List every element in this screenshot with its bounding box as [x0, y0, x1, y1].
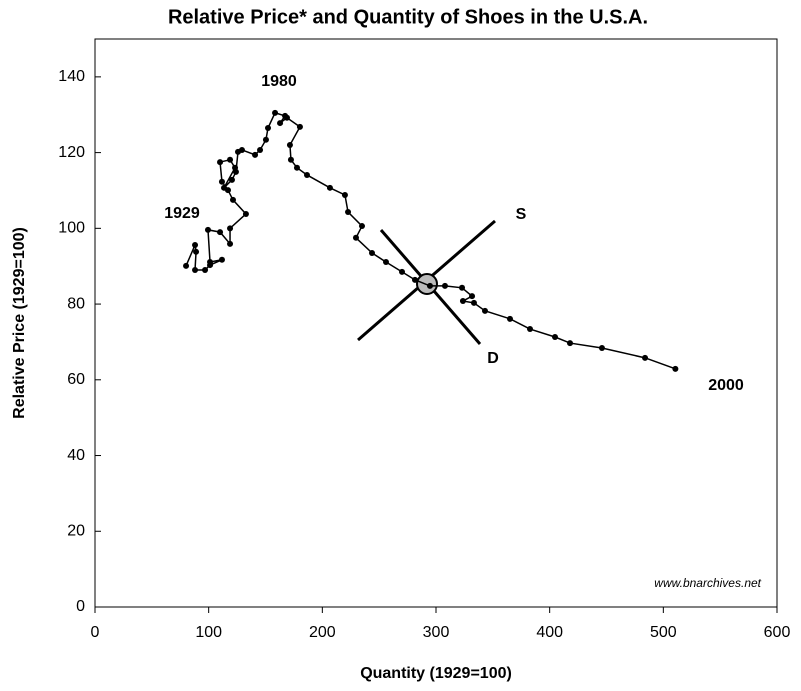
data-point [218, 256, 225, 263]
data-point [252, 151, 259, 158]
data-point [218, 178, 225, 185]
data-point [382, 259, 389, 266]
data-point [228, 176, 235, 183]
x-tick-label: 0 [91, 624, 100, 641]
data-point [359, 223, 366, 230]
data-point [202, 266, 209, 273]
plot-frame [94, 38, 778, 608]
data-point [207, 259, 214, 266]
annotation: 1929 [164, 205, 200, 222]
data-point [293, 164, 300, 171]
y-tick-label: 0 [76, 598, 85, 615]
data-point [459, 298, 466, 305]
x-axis-label: Quantity (1929=100) [360, 665, 512, 682]
data-point [326, 184, 333, 191]
data-point [183, 262, 190, 269]
y-axis-label: Relative Price (1929=100) [11, 227, 28, 419]
data-point [303, 171, 310, 178]
x-tick-label: 600 [764, 624, 791, 641]
data-point [238, 146, 245, 153]
data-point [352, 234, 359, 241]
data-point [481, 307, 488, 314]
data-point [399, 268, 406, 275]
data-point [598, 344, 605, 351]
data-point [257, 146, 264, 153]
chart-title: Relative Price* and Quantity of Shoes in… [168, 6, 648, 28]
data-point [283, 114, 290, 121]
data-point [552, 334, 559, 341]
data-point [506, 315, 513, 322]
data-point [217, 229, 224, 236]
data-point [242, 210, 249, 217]
data-point [217, 159, 224, 166]
data-point [426, 282, 433, 289]
y-tick-label: 40 [67, 447, 85, 464]
data-point [265, 124, 272, 131]
data-point [527, 326, 534, 333]
x-tick-label: 500 [650, 624, 677, 641]
data-point [227, 156, 234, 163]
y-tick-label: 20 [67, 522, 85, 539]
y-tick-label: 80 [67, 295, 85, 312]
data-point [567, 340, 574, 347]
annotation: S [516, 206, 527, 223]
data-point [286, 142, 293, 149]
data-point [204, 226, 211, 233]
data-point [441, 282, 448, 289]
data-point [672, 365, 679, 372]
data-point [345, 209, 352, 216]
data-point [232, 168, 239, 175]
x-tick-label: 300 [423, 624, 450, 641]
y-tick-label: 100 [58, 220, 85, 237]
data-point [642, 354, 649, 361]
annotation: D [487, 350, 499, 367]
x-tick-label: 400 [536, 624, 563, 641]
data-point [277, 120, 284, 127]
data-point [287, 156, 294, 163]
data-point [411, 276, 418, 283]
data-point [272, 109, 279, 116]
data-point [227, 240, 234, 247]
data-point [296, 123, 303, 130]
y-tick-label: 120 [58, 144, 85, 161]
data-point [192, 241, 199, 248]
annotation: 2000 [708, 377, 744, 394]
data-point [369, 249, 376, 256]
data-point [192, 266, 199, 273]
data-point [262, 136, 269, 143]
y-tick-label: 140 [58, 68, 85, 85]
source-note: www.bnarchives.net [654, 576, 761, 590]
data-point [221, 184, 228, 191]
data-point [341, 192, 348, 199]
y-tick-label: 60 [67, 371, 85, 388]
data-point [470, 299, 477, 306]
data-point [469, 293, 476, 300]
x-tick-label: 100 [195, 624, 222, 641]
data-point [193, 248, 200, 255]
data-point [229, 196, 236, 203]
annotation: 1980 [261, 73, 297, 90]
x-tick-label: 200 [309, 624, 336, 641]
data-point [459, 284, 466, 291]
data-point [227, 225, 234, 232]
